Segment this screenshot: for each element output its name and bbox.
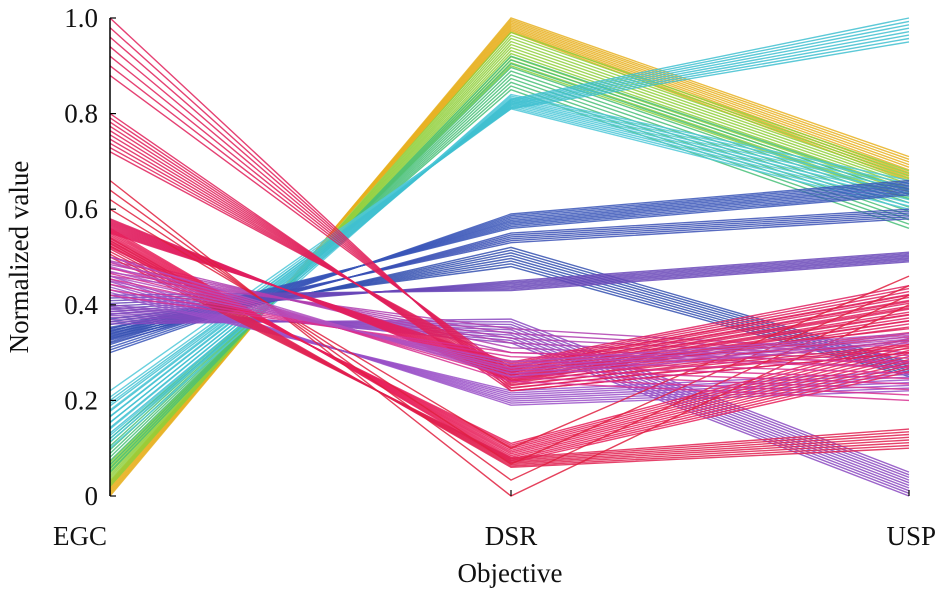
series-line — [109, 256, 910, 378]
x-tick-label: DSR — [485, 521, 538, 551]
series-line — [109, 283, 910, 374]
series-line — [109, 261, 910, 375]
series-line — [109, 151, 910, 368]
series-line — [109, 21, 910, 492]
series-line — [109, 270, 910, 369]
series-line — [109, 23, 910, 491]
series-line — [109, 17, 910, 392]
x-axis-label: Objective — [458, 558, 563, 588]
line-bundle — [109, 237, 910, 469]
series-line — [109, 239, 910, 467]
series-line — [109, 250, 910, 462]
series-line — [109, 289, 910, 369]
y-tick-label: 0.6 — [64, 194, 98, 224]
series-line — [109, 275, 910, 366]
series-line — [109, 93, 910, 449]
series-line — [109, 65, 910, 376]
series-line — [109, 280, 910, 363]
series-line — [109, 27, 910, 389]
y-tick-label: 0 — [85, 481, 99, 511]
series-line — [109, 256, 910, 459]
series-line — [109, 36, 910, 386]
y-axis-label: Normalized value — [4, 161, 34, 354]
series-line — [109, 208, 910, 449]
series-line — [109, 245, 910, 464]
line-bundle — [109, 256, 910, 378]
x-tick-label: USP — [886, 521, 936, 551]
axes — [109, 18, 111, 496]
series-line — [109, 294, 910, 363]
y-tick-label: 0.4 — [64, 290, 98, 320]
series-line — [109, 20, 910, 494]
x-tick-label: EGC — [53, 521, 107, 551]
series-line — [109, 17, 910, 497]
series-line — [109, 253, 910, 460]
y-tick-label: 0.8 — [64, 99, 98, 129]
y-ticks: 0 0.2 0.4 0.6 0.8 1.0 — [64, 3, 116, 511]
series-lines — [109, 17, 910, 497]
series-line — [109, 259, 910, 299]
series-line — [109, 265, 910, 372]
line-bundle — [109, 17, 910, 497]
series-line — [109, 55, 910, 473]
series-line — [109, 121, 910, 387]
y-tick-label: 0.2 — [64, 385, 98, 415]
x-ticks: EGC DSR USP — [53, 490, 936, 551]
y-tick-label: 1.0 — [64, 3, 98, 33]
series-line — [109, 189, 910, 481]
series-line — [109, 59, 910, 469]
series-line — [109, 55, 910, 379]
series-line — [109, 248, 910, 463]
series-line — [109, 70, 910, 458]
